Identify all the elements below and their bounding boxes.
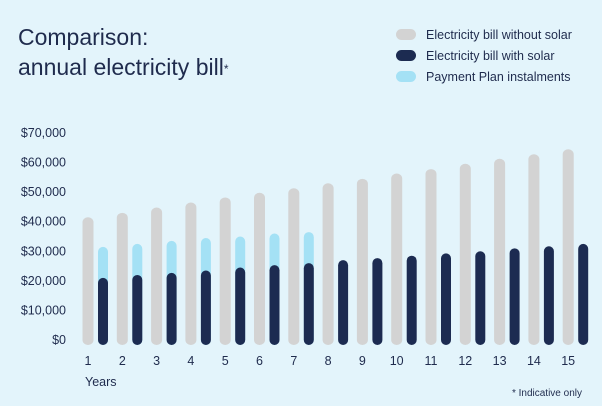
bar-without-solar: [288, 188, 300, 345]
bar-with-solar: [303, 263, 314, 345]
bar-without-solar: [116, 212, 128, 345]
legend-swatch-payment-plan: [396, 71, 416, 82]
x-axis: 1 2 3 4 5 6 7 8 9 10 11 12 13 14 15: [85, 354, 576, 368]
legend-label-without-solar: Electricity bill without solar: [426, 27, 572, 42]
footnote: * Indicative only: [511, 388, 582, 399]
bar-without-solar: [151, 207, 163, 345]
chart-subtitle: annual electricity bill: [18, 54, 224, 80]
bar-with-solar: [543, 246, 554, 345]
bar-without-solar: [425, 169, 437, 345]
x-tick-label: 9: [359, 354, 366, 368]
bar-without-solar: [528, 154, 540, 345]
chart-title: Comparison:: [18, 24, 149, 50]
y-tick-label: $20,000: [21, 274, 66, 288]
x-tick-label: 11: [425, 354, 438, 368]
bar-without-solar: [82, 217, 94, 345]
bar-without-solar: [254, 192, 265, 345]
bar-with-solar: [166, 272, 177, 345]
x-tick-label: 14: [527, 354, 541, 368]
title-asterisk: *: [223, 62, 229, 76]
bar-with-solar: [338, 260, 349, 345]
x-tick-label: 1: [85, 354, 92, 368]
bar-with-solar: [98, 277, 108, 345]
y-tick-label: $70,000: [21, 126, 66, 140]
bar-with-solar: [269, 265, 280, 345]
y-tick-label: $60,000: [21, 156, 66, 170]
legend-label-payment-plan: Payment Plan instalments: [426, 69, 571, 84]
bars: [82, 149, 589, 345]
bar-without-solar: [562, 149, 574, 345]
legend-swatch-without-solar: [396, 29, 416, 40]
x-axis-label: Years: [85, 375, 117, 389]
y-tick-label: $10,000: [21, 303, 66, 317]
bar-without-solar: [322, 183, 334, 345]
y-tick-label: $40,000: [21, 215, 66, 229]
x-tick-label: 2: [119, 354, 126, 368]
legend-item-without-solar: Electricity bill without solar: [396, 24, 572, 45]
bar-without-solar: [391, 173, 403, 345]
x-tick-label: 15: [561, 354, 575, 368]
x-tick-label: 3: [153, 354, 160, 368]
x-tick-label: 6: [256, 354, 263, 368]
legend-item-with-solar: Electricity bill with solar: [396, 45, 572, 66]
y-tick-label: $0: [52, 333, 66, 347]
bar-with-solar: [441, 253, 451, 345]
x-tick-label: 4: [187, 354, 194, 368]
y-tick-label: $30,000: [21, 244, 66, 258]
bar-with-solar: [406, 255, 417, 345]
chart-subtitle-line: annual electricity bill*: [18, 52, 229, 82]
bar-with-solar: [200, 270, 211, 345]
chart-title-block: Comparison: annual electricity bill*: [18, 22, 229, 82]
bar-with-solar: [372, 258, 383, 345]
x-tick-label: 7: [290, 354, 297, 368]
bar-without-solar: [459, 163, 471, 345]
x-tick-label: 10: [390, 354, 404, 368]
bar-without-solar: [494, 158, 506, 345]
y-axis: $0 $10,000 $20,000 $30,000 $40,000 $50,000 $60…: [21, 126, 66, 347]
bar-without-solar: [219, 197, 231, 345]
legend-swatch-with-solar: [396, 50, 416, 61]
bar-without-solar: [356, 178, 368, 345]
y-tick-label: $50,000: [21, 185, 66, 199]
legend-label-with-solar: Electricity bill with solar: [426, 48, 555, 63]
x-tick-label: 13: [493, 354, 507, 368]
x-tick-label: 5: [222, 354, 229, 368]
bar-with-solar: [509, 248, 520, 345]
x-tick-label: 12: [458, 354, 472, 368]
bar-with-solar: [578, 243, 589, 345]
bar-with-solar: [475, 251, 486, 345]
legend: Electricity bill without solar Electrici…: [396, 24, 572, 87]
legend-item-payment-plan: Payment Plan instalments: [396, 66, 572, 87]
bar-without-solar: [185, 202, 197, 345]
bar-with-solar: [235, 267, 246, 345]
x-tick-label: 8: [325, 354, 332, 368]
bar-with-solar: [132, 274, 143, 345]
